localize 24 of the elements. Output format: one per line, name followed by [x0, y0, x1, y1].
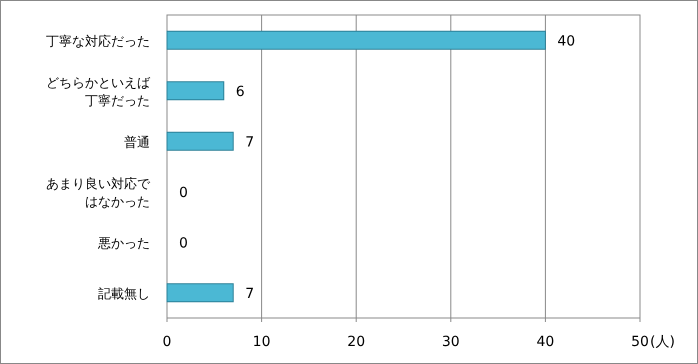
- y-tick-label: 記載無し: [98, 286, 150, 302]
- data-label: 7: [245, 286, 254, 302]
- data-label: 6: [236, 84, 245, 100]
- data-label: 40: [557, 33, 576, 50]
- data-label: 0: [179, 184, 188, 201]
- y-tick-label: あまり良い対応ではなかった: [46, 176, 151, 210]
- bar: [166, 283, 234, 302]
- x-tick-label: 50: [631, 334, 649, 350]
- x-tick-label: 40: [536, 334, 554, 350]
- data-label: 0: [179, 235, 188, 252]
- x-tick-label: 20: [347, 334, 366, 350]
- x-tick-label: 30: [442, 334, 460, 350]
- bar: [166, 81, 224, 100]
- x-tick-label: 10: [252, 334, 271, 350]
- y-tick-label: 普通: [124, 134, 150, 150]
- plot: 0 10 20 30 40 50(人) 丁寧な対応だった どちらかといえば丁寧だった 普通 あまり良い対応ではなかった 悪かった 記載無し 40 6 7 0 0 7: [46, 14, 675, 350]
- y-tick-label: 悪かった: [97, 236, 150, 252]
- bar: [166, 30, 546, 50]
- y-tick-label: 丁寧な対応だった: [46, 33, 150, 50]
- data-label: 7: [245, 134, 254, 150]
- x-tick-label: 0: [162, 334, 172, 350]
- x-axis-title: (人): [650, 334, 675, 350]
- y-tick-label: どちらかといえば丁寧だった: [46, 76, 151, 109]
- bar: [166, 132, 234, 151]
